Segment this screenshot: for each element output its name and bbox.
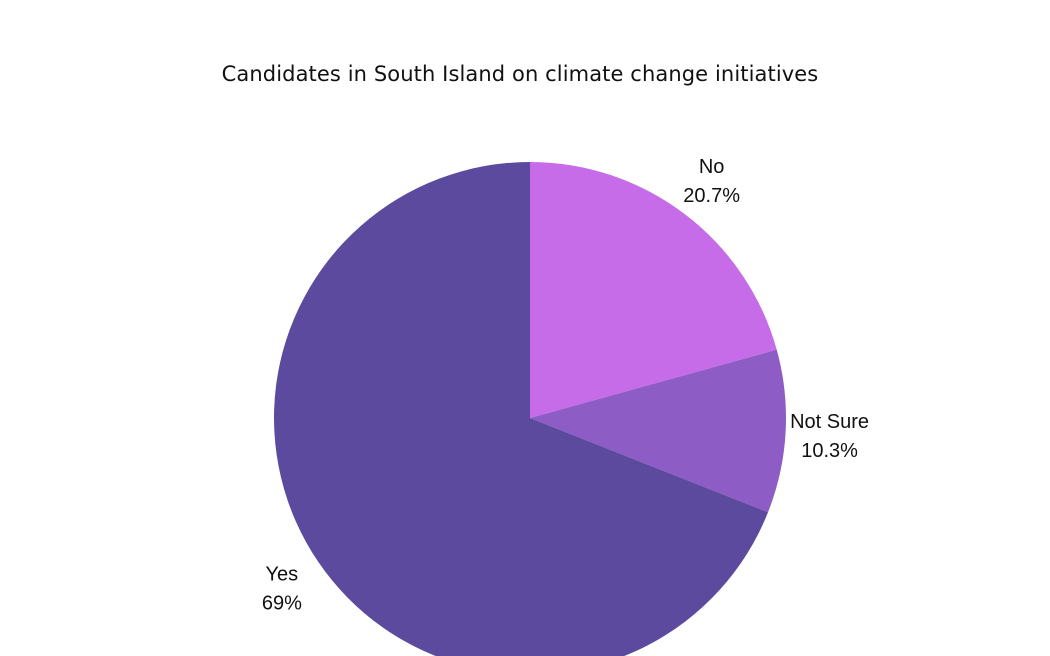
pie-label-name: Yes (266, 564, 299, 586)
pie-label-yes: Yes 69% (262, 564, 302, 615)
pie-label-value: 69% (262, 593, 302, 615)
pie-label-name: No (699, 156, 725, 178)
chart-title: Candidates in South Island on climate ch… (221, 62, 819, 86)
pie-slices (274, 162, 786, 656)
pie-label-name: Not Sure (790, 411, 869, 433)
pie-label-not-sure: Not Sure 10.3% (790, 411, 869, 462)
pie-label-no: No 20.7% (683, 156, 740, 207)
pie-slice-yes (274, 162, 769, 656)
pie-label-value: 20.7% (683, 185, 740, 207)
pie-label-value: 10.3% (801, 440, 858, 462)
pie-slice-no (530, 162, 777, 418)
pie-slice-not-sure (530, 349, 786, 513)
pie-labels: No 20.7% Not Sure 10.3% Yes 69% (262, 156, 869, 614)
